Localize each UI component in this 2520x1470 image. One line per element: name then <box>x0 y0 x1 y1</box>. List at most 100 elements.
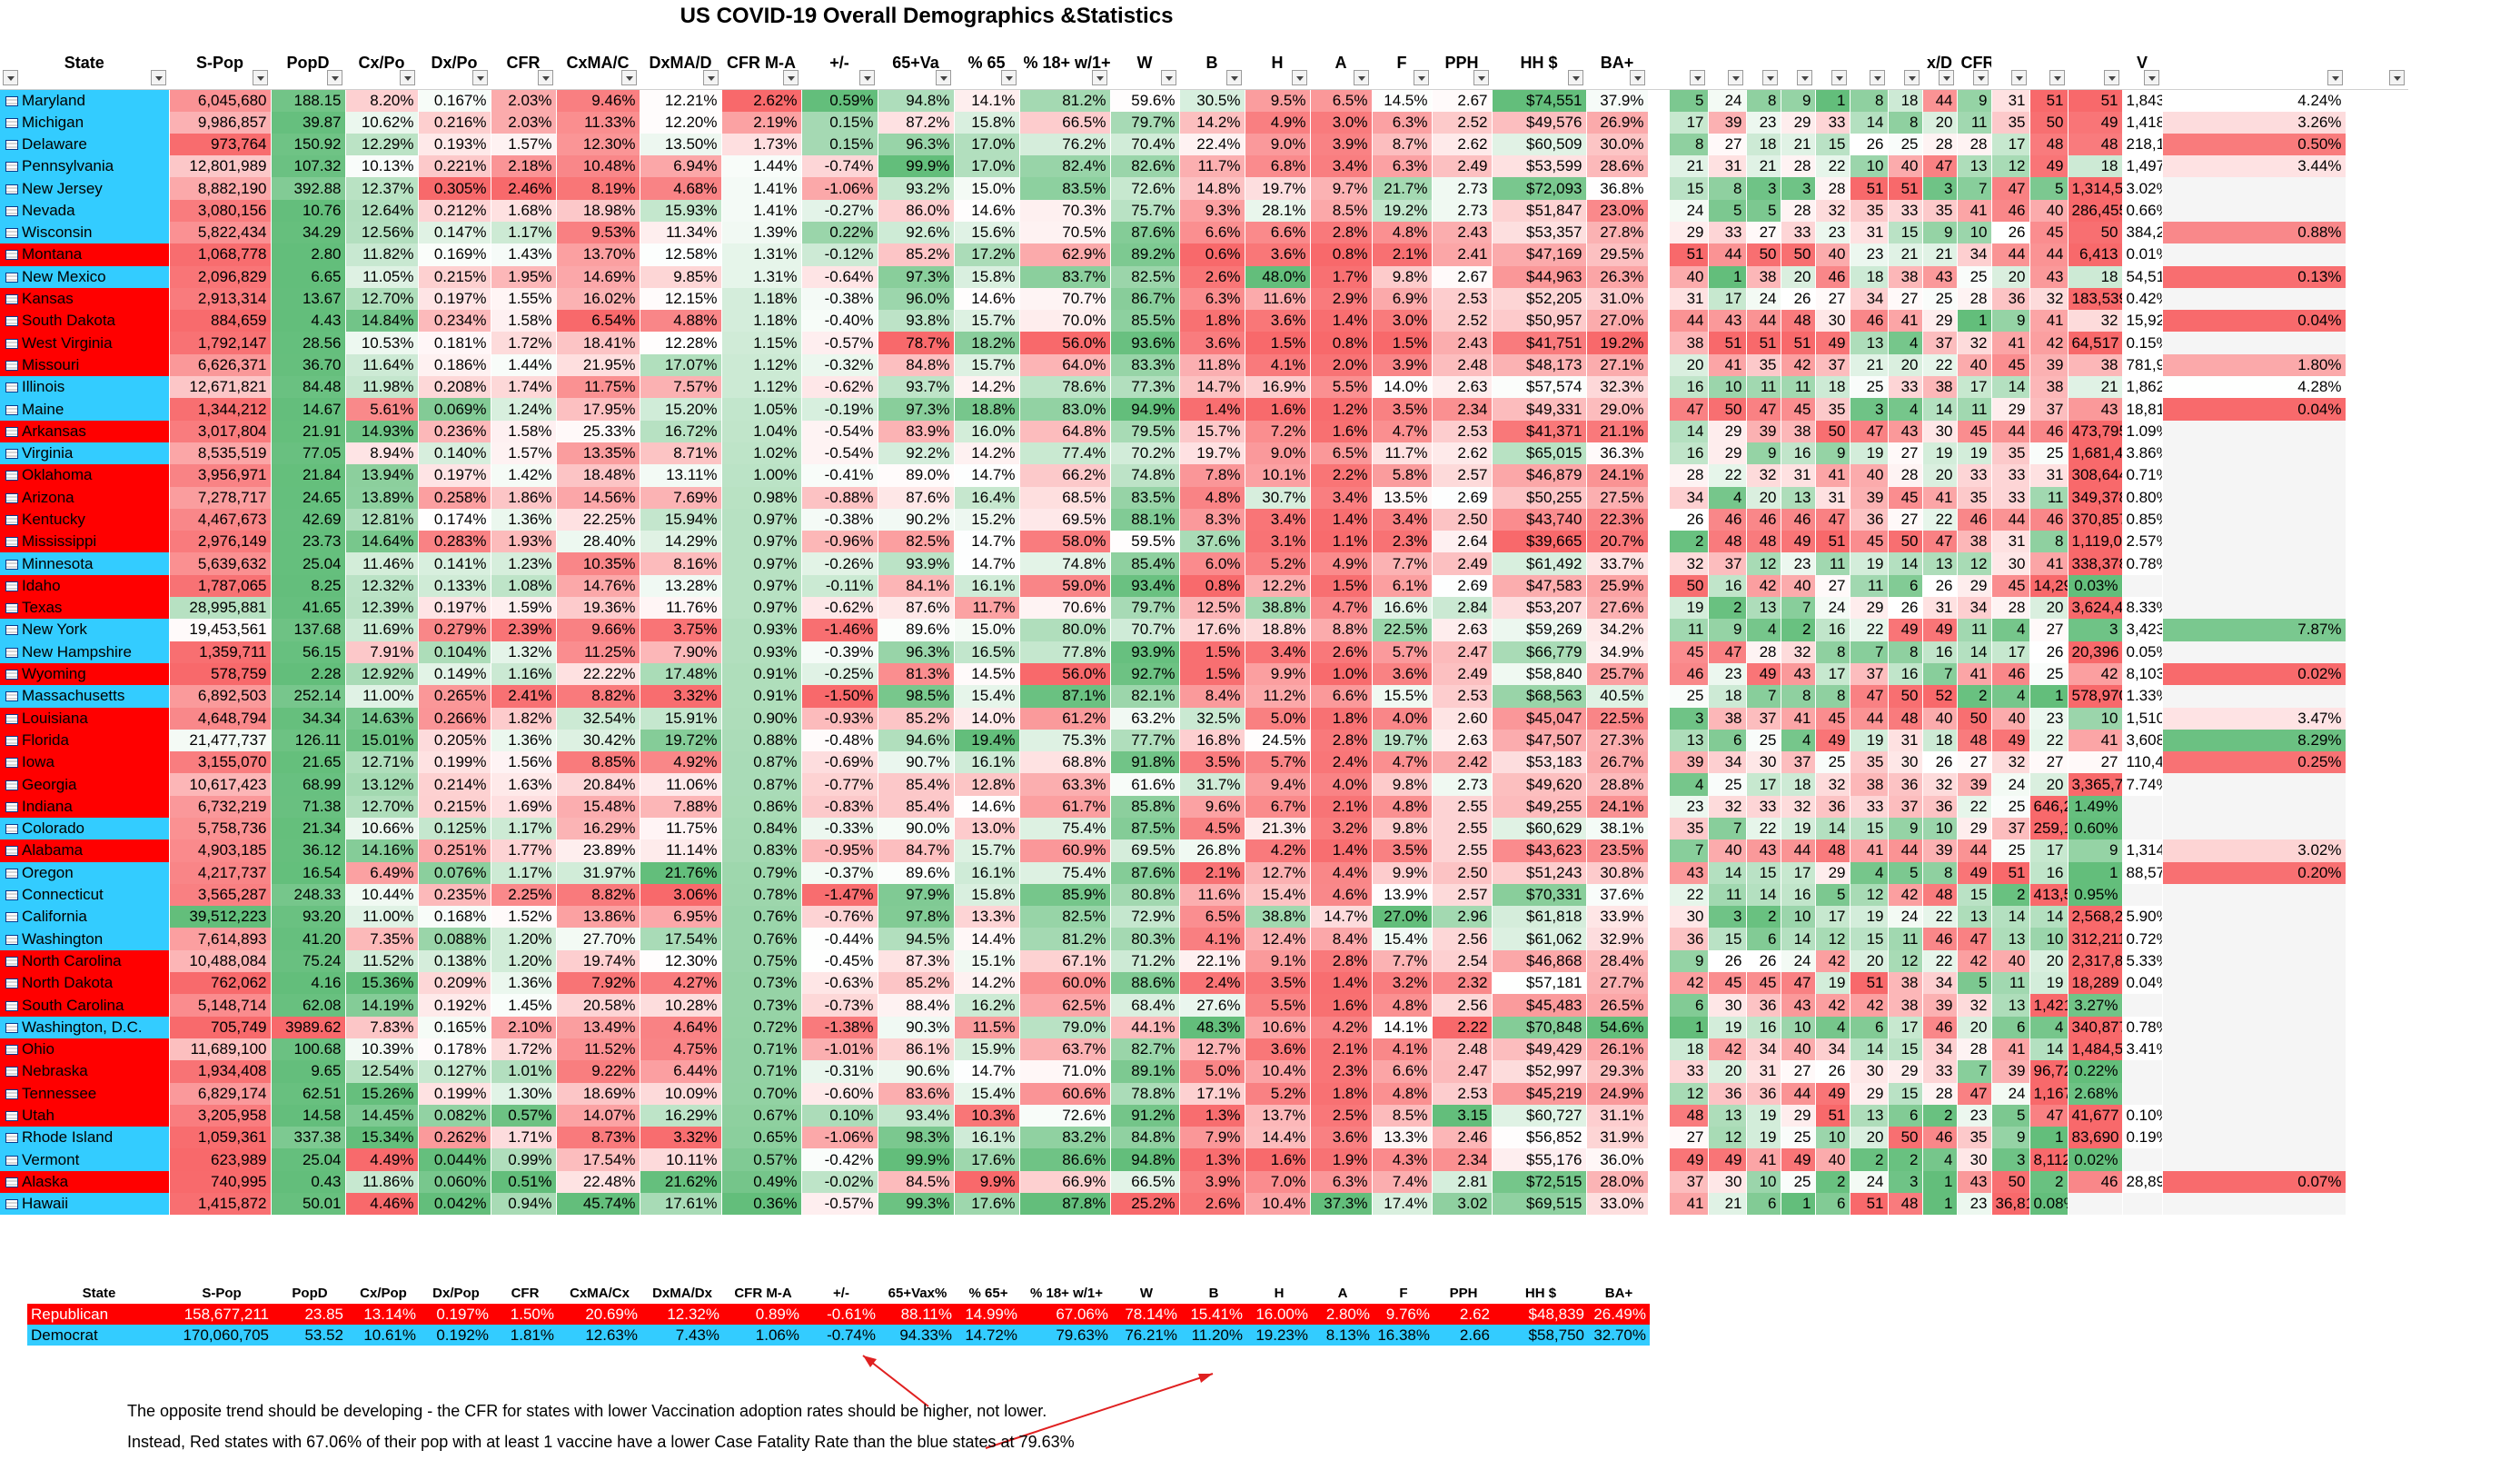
data-cell[interactable]: 1.8% <box>1179 310 1245 333</box>
data-cell[interactable]: 3.5% <box>1179 751 1245 774</box>
data-cell[interactable]: 15.7% <box>1179 420 1245 442</box>
data-cell[interactable]: 6.7% <box>1245 795 1311 818</box>
rank-cell[interactable]: 16 <box>1922 641 1958 663</box>
data-cell[interactable]: 77.8% <box>1019 641 1111 663</box>
data-cell[interactable]: 8.7% <box>1372 133 1433 156</box>
rank-cell[interactable]: 49 <box>1746 662 1781 686</box>
rank-cell[interactable]: 7 <box>1670 839 1709 862</box>
data-cell[interactable]: 2.34 <box>1432 398 1493 421</box>
rank-cell[interactable]: 23 <box>1850 243 1889 266</box>
data-cell[interactable]: 11.7% <box>1179 155 1245 178</box>
rank-cell[interactable]: 473,795 <box>2068 420 2123 442</box>
column-header[interactable]: 65+Va <box>878 36 955 90</box>
rank-cell[interactable]: 51 <box>1991 861 2030 884</box>
data-cell[interactable]: 7.92% <box>556 972 640 995</box>
data-cell[interactable]: 1.0% <box>1310 662 1373 686</box>
state-name-cell[interactable]: North Dakota <box>0 972 170 995</box>
data-cell[interactable]: 4.7% <box>1310 597 1373 620</box>
data-cell[interactable]: 3.1% <box>1245 531 1311 553</box>
data-cell[interactable]: 1.18% <box>721 310 802 333</box>
data-cell[interactable]: 8.82% <box>556 883 640 907</box>
rank-cell[interactable]: 19 <box>1957 442 1992 465</box>
data-cell[interactable]: 11.7% <box>1372 442 1433 465</box>
column-header[interactable]: PopD <box>271 36 346 90</box>
rank-cell[interactable]: 18 <box>1850 265 1889 288</box>
rank-cell[interactable]: 50 <box>2029 111 2069 134</box>
data-cell[interactable]: 16.29% <box>556 818 640 840</box>
data-cell[interactable]: 6.6% <box>1310 685 1373 708</box>
data-cell[interactable]: 150.92 <box>271 133 346 156</box>
rank-cell[interactable]: 16 <box>1670 442 1709 465</box>
rank-cell[interactable]: 27 <box>1888 442 1923 465</box>
data-cell[interactable]: 12,671,821 <box>169 376 272 399</box>
data-cell[interactable]: 30.8% <box>1586 861 1649 884</box>
data-cell[interactable]: 6.5% <box>1179 906 1245 929</box>
data-cell[interactable]: 0.186% <box>418 353 491 377</box>
data-cell[interactable]: 0.59% <box>801 89 878 112</box>
rank-cell[interactable]: 39 <box>1746 420 1781 442</box>
data-cell[interactable]: 89.6% <box>878 861 955 884</box>
data-cell[interactable]: 0.168% <box>418 906 491 929</box>
rank-cell[interactable]: 26 <box>1708 949 1747 973</box>
data-cell[interactable]: 4.0% <box>1310 773 1373 796</box>
data-cell[interactable]: 25.9% <box>1586 574 1649 598</box>
rank-cell[interactable]: 39 <box>1850 486 1889 509</box>
data-cell[interactable]: 2.84 <box>1432 597 1493 620</box>
rank-cell[interactable]: 49 <box>1815 332 1850 354</box>
rank-cell[interactable]: 26 <box>1922 574 1958 598</box>
filter-dropdown-icon[interactable] <box>471 69 488 85</box>
rank-cell[interactable]: 27 <box>2029 751 2069 774</box>
data-cell[interactable]: 2.46% <box>491 177 557 200</box>
data-cell[interactable]: 1,787,065 <box>169 574 272 598</box>
data-cell[interactable]: 2.1% <box>1179 861 1245 884</box>
rank-cell[interactable]: 45 <box>1957 420 1992 442</box>
rank-cell[interactable]: 38 <box>1888 972 1923 995</box>
data-cell[interactable]: 93.8% <box>878 310 955 333</box>
rank-cell[interactable]: 33 <box>1888 376 1923 399</box>
state-name-cell[interactable]: Oregon <box>0 861 170 884</box>
data-cell[interactable]: 7,614,893 <box>169 928 272 950</box>
filter-dropdown-icon[interactable] <box>782 69 799 85</box>
data-cell[interactable]: 70.4% <box>1110 133 1180 156</box>
data-cell[interactable]: 13.3% <box>954 906 1020 929</box>
rank-cell[interactable]: 21 <box>2068 376 2123 399</box>
data-cell[interactable]: $39,665 <box>1492 531 1587 553</box>
data-cell[interactable]: 83.5% <box>1019 177 1111 200</box>
data-cell[interactable]: 2.9% <box>1310 287 1373 311</box>
data-cell[interactable]: 81.2% <box>1019 928 1111 950</box>
data-cell[interactable]: 12.81% <box>345 508 419 531</box>
rank-cell[interactable]: 38 <box>1746 265 1781 288</box>
filter-dropdown-icon[interactable] <box>252 69 268 85</box>
rank-cell[interactable]: 51 <box>2029 89 2069 112</box>
rank-cell[interactable]: 14 <box>1670 420 1709 442</box>
data-cell[interactable]: -0.88% <box>801 486 878 509</box>
rank-cell[interactable]: 43 <box>2029 265 2069 288</box>
column-header[interactable]: State <box>0 36 170 90</box>
rank-cell[interactable]: 46 <box>1815 265 1850 288</box>
data-cell[interactable]: -1.06% <box>801 177 878 200</box>
data-cell[interactable]: 28.1% <box>1245 199 1311 222</box>
rank-cell[interactable]: 36 <box>1815 795 1850 818</box>
state-name-cell[interactable]: Illinois <box>0 376 170 399</box>
rank-cell[interactable]: 12 <box>1957 552 1992 575</box>
data-cell[interactable]: 5,148,714 <box>169 994 272 1017</box>
data-cell[interactable]: 2.19% <box>721 111 802 134</box>
filter-dropdown-icon[interactable] <box>1830 69 1847 85</box>
data-cell[interactable]: 81.2% <box>1019 89 1111 112</box>
rank-cell[interactable]: 8 <box>1815 641 1850 663</box>
data-cell[interactable]: 14.1% <box>954 89 1020 112</box>
data-cell[interactable]: 15.7% <box>954 353 1020 377</box>
data-cell[interactable]: 93.9% <box>1110 641 1180 663</box>
rank-cell[interactable]: 38 <box>1957 531 1992 553</box>
data-cell[interactable]: 0.221% <box>418 155 491 178</box>
rank-cell[interactable]: 9 <box>1746 442 1781 465</box>
data-cell[interactable]: 16.0% <box>954 420 1020 442</box>
data-cell[interactable]: 98.5% <box>878 685 955 708</box>
data-cell[interactable]: 11.14% <box>640 839 722 862</box>
data-cell[interactable]: 14.6% <box>954 287 1020 311</box>
rank-cell[interactable]: 50 <box>1746 243 1781 266</box>
rank-cell[interactable]: 1 <box>1708 265 1747 288</box>
rank-cell[interactable]: 43 <box>1746 839 1781 862</box>
data-cell[interactable]: 0.8% <box>1310 332 1373 354</box>
data-cell[interactable]: 10.48% <box>556 155 640 178</box>
